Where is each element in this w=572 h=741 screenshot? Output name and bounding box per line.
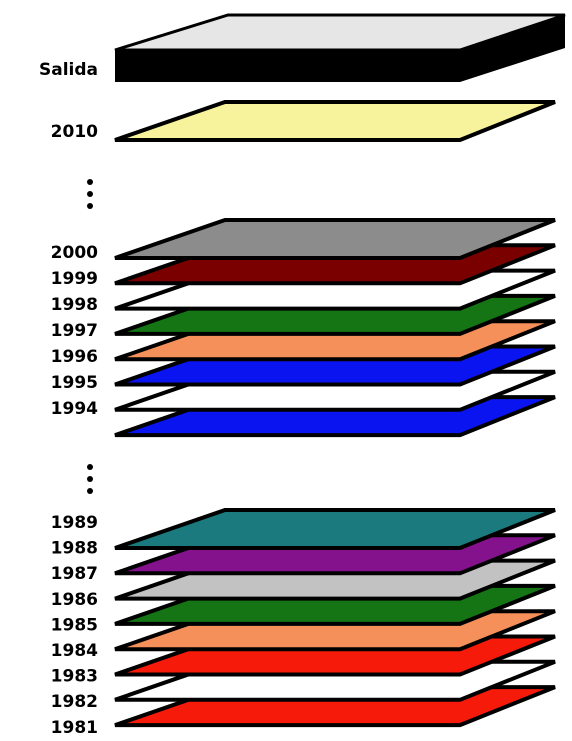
layer-label: 1984: [51, 641, 98, 661]
layer-label: 1997: [51, 321, 98, 341]
layer-label: 1981: [51, 718, 98, 738]
layer-label: 1982: [51, 692, 98, 712]
layer-label: 1987: [51, 564, 98, 584]
layer-label: 2010: [51, 122, 98, 142]
layer-label: 1995: [51, 373, 98, 393]
layer-label: 1998: [51, 295, 98, 315]
layer-label: 1994: [51, 399, 98, 419]
layer-diagram: Salida 2010 2000 1999 1998 1997 1996 1995 1994 19…: [0, 0, 572, 741]
layer-label: 1988: [51, 539, 98, 559]
layer-label: 1985: [51, 615, 98, 635]
layer-label: 1983: [51, 667, 98, 687]
layer-label: 1989: [51, 513, 98, 533]
layer-label: 1986: [51, 590, 98, 610]
layer: [115, 102, 555, 140]
layer-label: 2000: [51, 243, 98, 263]
layer-label: 1996: [51, 347, 98, 367]
layer-label: 1999: [51, 269, 98, 289]
output-label: Salida: [39, 60, 98, 80]
output-front: [115, 50, 460, 82]
